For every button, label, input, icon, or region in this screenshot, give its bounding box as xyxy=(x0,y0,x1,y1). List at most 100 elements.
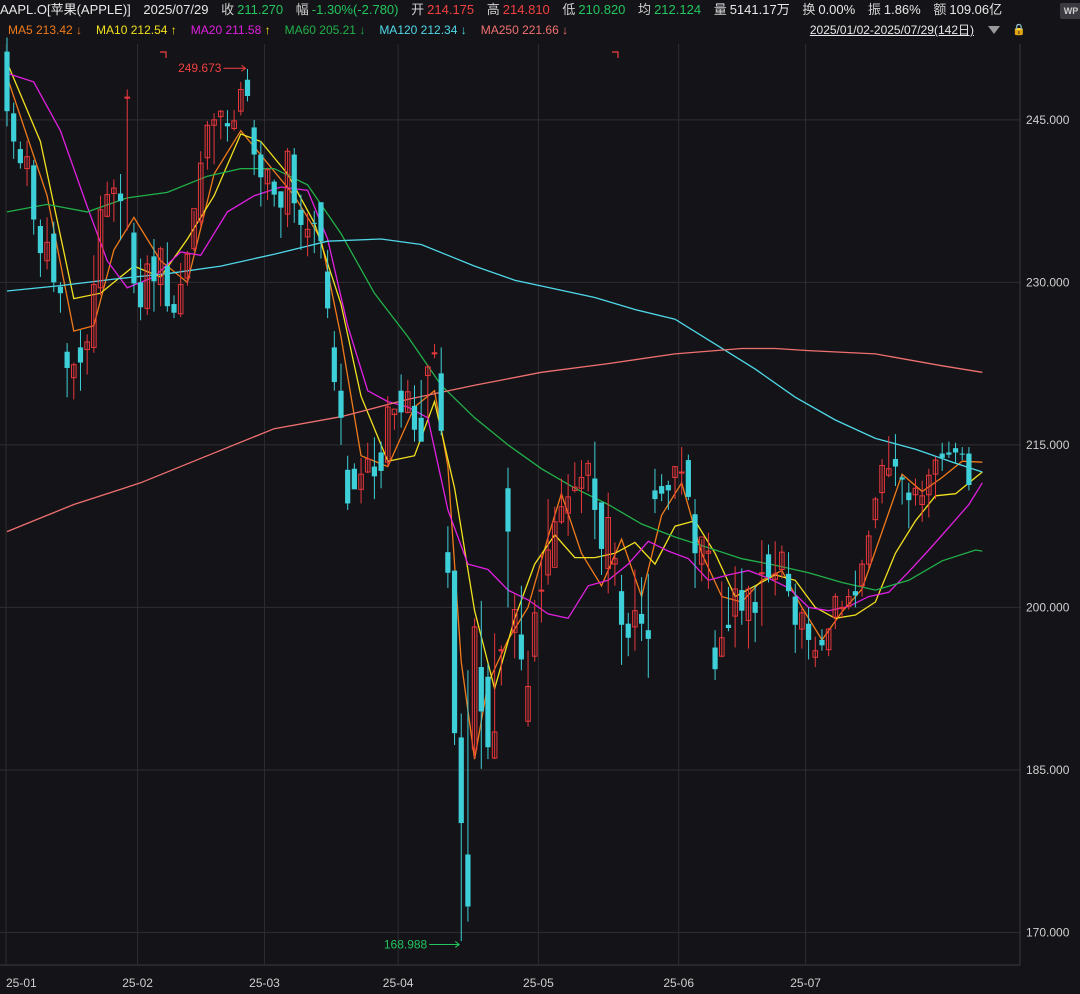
ma-trend-arrow-icon: ↓ xyxy=(562,23,569,37)
candle-body xyxy=(37,226,43,254)
candle xyxy=(458,713,464,942)
candle xyxy=(224,110,231,142)
candle-body xyxy=(384,406,391,463)
candle-body xyxy=(164,266,170,307)
candle xyxy=(318,202,324,259)
amplitude-value: 1.86% xyxy=(883,2,921,17)
candle xyxy=(384,396,391,467)
x-tick-label: 25-07 xyxy=(790,976,821,990)
candle xyxy=(24,140,30,186)
chevron-down-icon[interactable] xyxy=(988,26,1000,34)
candle xyxy=(745,585,752,649)
candle xyxy=(465,670,471,922)
candle xyxy=(799,608,805,649)
candle xyxy=(84,334,90,375)
candle xyxy=(271,179,277,207)
candle-body xyxy=(184,253,191,279)
ma-legend-ma60: MA60 205.21 ↓ xyxy=(284,23,366,37)
candle-body xyxy=(578,476,585,489)
candle xyxy=(311,210,317,254)
candle xyxy=(625,612,631,657)
candle xyxy=(732,566,738,648)
candle xyxy=(652,468,658,514)
candle-body xyxy=(4,51,10,112)
max-price-label: 249.673 xyxy=(178,61,222,75)
low-label: 低 xyxy=(562,2,576,17)
ma-trend-arrow-icon: ↓ xyxy=(460,23,467,37)
candle xyxy=(431,344,438,359)
high-value: 214.810 xyxy=(502,2,550,17)
candle-body xyxy=(759,572,765,575)
avg-value: 212.124 xyxy=(654,2,702,17)
candle xyxy=(792,583,798,653)
date-range-selector[interactable]: 2025/01/02-2025/07/29(142日) xyxy=(809,23,974,37)
candle-body xyxy=(44,241,50,262)
candle-body xyxy=(612,558,618,565)
candle-body xyxy=(672,466,678,478)
candle xyxy=(659,474,665,502)
candle xyxy=(946,441,952,458)
candle xyxy=(77,330,84,391)
candle xyxy=(211,113,217,165)
candle xyxy=(538,553,545,623)
candle-body xyxy=(204,124,211,159)
candle xyxy=(558,478,565,525)
candle-body xyxy=(645,630,651,639)
ma-line-ma10 xyxy=(6,62,983,692)
candle-body xyxy=(718,637,725,657)
candle-body xyxy=(932,459,939,475)
candle-body xyxy=(952,448,959,453)
amplitude-label: 振 xyxy=(867,2,881,17)
candle-body xyxy=(138,282,144,308)
candle xyxy=(131,222,137,294)
candle-body xyxy=(84,341,90,351)
candle-body xyxy=(251,127,257,155)
candle-body xyxy=(598,502,605,549)
candle xyxy=(144,255,151,315)
candle xyxy=(718,581,725,658)
candle-body xyxy=(91,284,97,348)
candle xyxy=(291,148,297,223)
candle xyxy=(932,456,939,500)
candle-body xyxy=(431,352,438,355)
candle-body xyxy=(752,602,758,613)
y-tick-label: 185.000 xyxy=(1026,763,1070,777)
candle xyxy=(104,181,111,218)
lock-icon[interactable]: 🔒 xyxy=(1012,24,1026,36)
close-value: 211.270 xyxy=(237,2,284,17)
candle xyxy=(665,480,671,510)
candle-body xyxy=(491,731,498,759)
candle xyxy=(525,650,531,727)
candle-body xyxy=(217,110,224,118)
candle-body xyxy=(685,460,691,497)
volume-label: 量 xyxy=(713,2,727,17)
candle-body xyxy=(946,452,952,455)
candle-body xyxy=(765,554,772,578)
period-marker-icon xyxy=(160,51,167,58)
candle xyxy=(64,343,70,398)
high-label: 高 xyxy=(486,2,500,17)
candle-body xyxy=(17,149,23,164)
candle-body xyxy=(966,453,972,485)
candle xyxy=(11,102,17,159)
candle-body xyxy=(939,453,945,458)
candle-body xyxy=(64,351,70,368)
candle xyxy=(852,570,858,608)
candle xyxy=(859,559,865,597)
candle-body xyxy=(899,477,905,480)
ma-trend-arrow-icon: ↑ xyxy=(264,23,271,37)
candle xyxy=(511,594,518,659)
candle xyxy=(572,462,578,493)
candle xyxy=(298,194,304,250)
candle xyxy=(692,499,698,588)
candle-body xyxy=(131,232,137,284)
candle xyxy=(31,159,37,235)
x-tick-label: 25-03 xyxy=(249,976,280,990)
candle xyxy=(371,437,377,500)
candle xyxy=(685,454,691,501)
candle-body xyxy=(832,596,839,618)
candle xyxy=(71,362,77,400)
candle-body xyxy=(659,486,665,494)
change-label: 幅 xyxy=(295,2,309,17)
